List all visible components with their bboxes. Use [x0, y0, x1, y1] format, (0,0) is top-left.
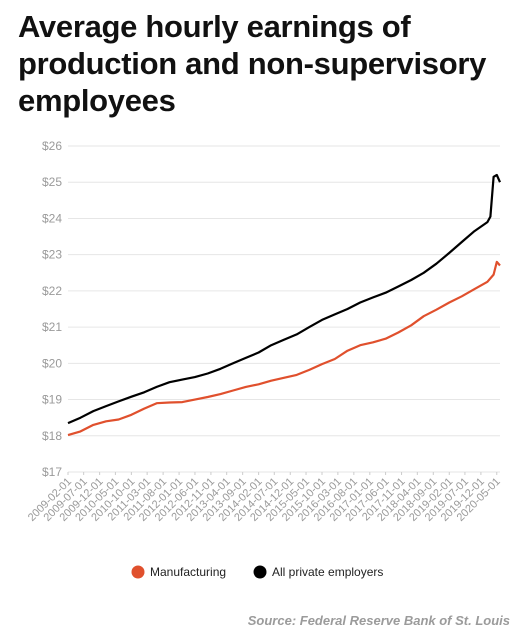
- y-tick-label: $25: [42, 175, 62, 189]
- line-chart: $17 $18 $19 $20 $21 $22 $23 $24 $25 $26 2009-02-0…: [26, 139, 503, 579]
- series-lines: [67, 173, 502, 437]
- chart-title: Average hourly earnings of production an…: [18, 9, 487, 118]
- y-tick-label: $20: [42, 356, 62, 370]
- legend-swatch: [131, 565, 145, 579]
- x-axis: 2009-02-012009-07-012009-12-012010-05-01…: [26, 472, 503, 524]
- legend-label: All private employers: [272, 565, 383, 579]
- y-tick-label: $21: [42, 320, 62, 334]
- y-tick-label: $19: [42, 393, 62, 407]
- y-tick-label: $18: [42, 429, 62, 443]
- y-tick-label: $22: [42, 284, 62, 298]
- y-tick-label: $23: [42, 248, 62, 262]
- y-axis: $17 $18 $19 $20 $21 $22 $23 $24 $25 $26: [42, 139, 62, 479]
- legend-label: Manufacturing: [150, 565, 226, 579]
- legend-swatch: [253, 565, 267, 579]
- legend: Manufacturing All private employers: [131, 565, 383, 579]
- y-tick-label: $17: [42, 465, 62, 479]
- y-tick-label: $26: [42, 139, 62, 153]
- grid-lines: [68, 145, 500, 473]
- y-tick-label: $24: [42, 211, 62, 225]
- series-line-all-private-employers: [67, 173, 502, 425]
- source-note: Source: Federal Reserve Bank of St. Loui…: [247, 613, 510, 628]
- series-line-manufacturing: [67, 260, 501, 437]
